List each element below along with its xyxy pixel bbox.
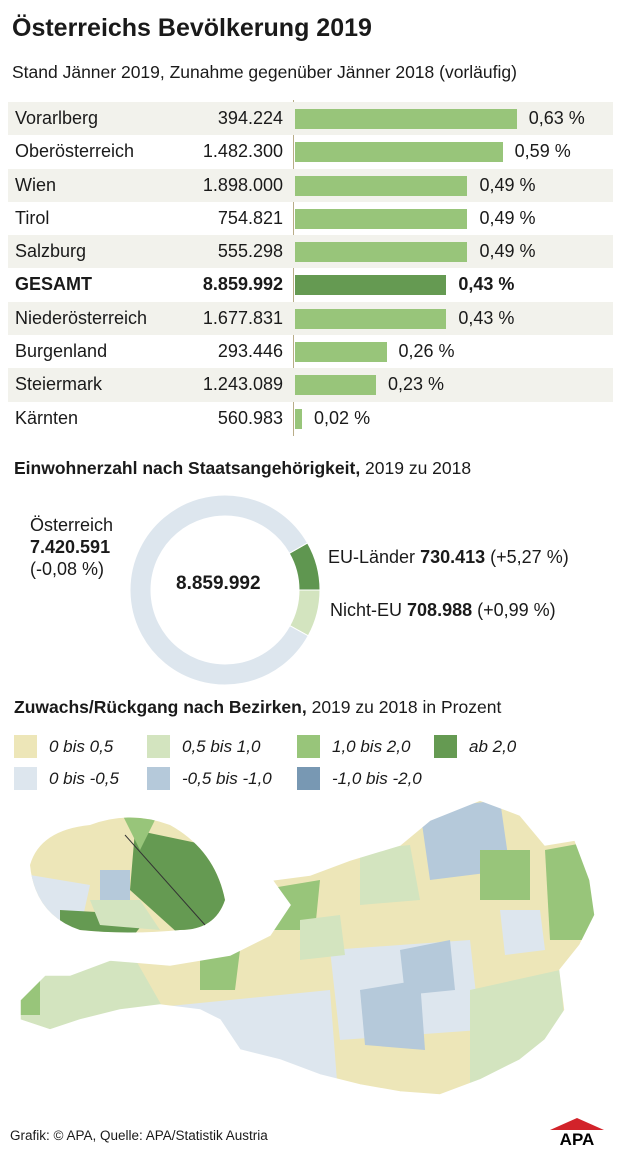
table-row: Salzburg 555.298 0,49 % [8,235,613,269]
table-row: GESAMT 8.859.992 0,43 % [8,268,613,301]
table-row: Tirol 754.821 0,49 % [8,202,613,235]
change-bar [295,109,517,129]
population-value: 293.446 [217,341,283,362]
legend-item: 0 bis 0,5 [14,735,113,758]
source-credit: Grafik: © APA, Quelle: APA/Statistik Aus… [10,1128,268,1143]
change-label: 0,43 % [458,274,515,295]
change-bar [295,175,468,196]
legend-label: ab 2,0 [469,736,517,756]
population-value: 1.898.000 [202,174,283,195]
legend-item: -1,0 bis -2,0 [297,767,422,790]
donut-center-total: 8.859.992 [176,573,261,594]
population-value: 555.298 [217,241,283,262]
change-label: 0,26 % [398,341,455,362]
legend-swatch [297,735,320,758]
district-map [19,799,596,1096]
legend-label: -0,5 bis -1,0 [182,768,272,788]
table-row: Steiermark 1.243.089 0,23 % [8,368,613,402]
legend-label: -1,0 bis -2,0 [332,768,422,788]
change-bar [295,275,447,296]
label-oesterreich: Österreich 7.420.591 (-0,08 %) [30,515,114,579]
donut-chart [129,494,321,686]
change-bar [295,208,468,229]
state-name: Kärnten [15,407,79,428]
legend-item: -0,5 bis -1,0 [147,767,272,790]
change-label: 0,59 % [514,141,571,162]
state-name: Vorarlberg [15,108,99,128]
page-title: Österreichs Bevölkerung 2019 [12,14,372,42]
legend-label: 0,5 bis 1,0 [182,736,261,756]
donut-slice--sterreich [129,494,309,686]
apa-logo: APA [550,1118,604,1146]
vienna-inset [30,817,225,933]
legend-swatch [147,735,170,758]
population-value: 1.243.089 [202,374,283,395]
change-label: 0,49 % [479,207,536,228]
legend-item: 0 bis -0,5 [14,767,119,790]
legend-swatch [147,767,170,790]
map-title: Zuwachs/Rückgang nach Bezirken, 2019 zu … [14,697,502,717]
state-name: GESAMT [15,274,93,295]
legend-swatch [14,767,37,790]
table-row: Kärnten 560.983 0,02 % [8,402,613,435]
table-row: Vorarlberg 394.224 0,63 % [8,102,613,136]
state-name: Tirol [15,207,50,228]
legend-swatch [297,767,320,790]
table-row: Niederösterreich 1.677.831 0,43 % [8,301,613,336]
population-value: 1.677.831 [202,307,283,328]
change-bar [295,308,447,329]
legend-item: ab 2,0 [434,735,516,758]
state-name: Niederösterreich [15,307,148,328]
change-bar [295,242,468,263]
change-label: 0,49 % [479,241,536,262]
state-name: Steiermark [15,374,103,395]
state-name: Burgenland [15,341,108,362]
table-row: Burgenland 293.446 0,26 % [8,335,613,368]
state-name: Oberösterreich [15,141,135,162]
legend-item: 0,5 bis 1,0 [147,735,260,758]
legend-label: 0 bis -0,5 [49,768,119,788]
donut-title: Einwohnerzahl nach Staatsangehörigkeit, … [14,458,472,478]
svg-text:APA: APA [560,1130,595,1146]
population-value: 8.859.992 [202,274,283,295]
legend-label: 1,0 bis 2,0 [332,736,411,756]
population-value: 560.983 [217,407,283,428]
population-value: 1.482.300 [202,141,283,162]
label-nicht-eu: Nicht-EU 708.988 (+0,99 %) [330,600,556,620]
population-value: 754.821 [217,207,283,228]
state-name: Salzburg [15,241,87,262]
change-bar [295,375,376,396]
change-bar [295,408,303,429]
state-name: Wien [15,174,57,195]
table-row: Wien 1.898.000 0,49 % [8,168,613,202]
change-label: 0,23 % [387,374,444,395]
change-label: 0,43 % [458,307,515,328]
population-value: 394.224 [217,108,283,128]
legend-label: 0 bis 0,5 [49,736,114,756]
change-bar [295,342,387,363]
change-bar [295,142,503,163]
legend-swatch [434,735,457,758]
change-label: 0,63 % [528,108,585,128]
legend-item: 1,0 bis 2,0 [297,735,410,758]
table-row: Oberösterreich 1.482.300 0,59 % [8,135,613,168]
change-label: 0,49 % [479,174,536,195]
legend-swatch [14,735,37,758]
label-eu: EU-Länder 730.413 (+5,27 %) [328,547,569,567]
subtitle: Stand Jänner 2019, Zunahme gegenüber Jän… [12,62,517,82]
state-bar-table: Vorarlberg 394.224 0,63 % Oberösterreich … [8,102,613,435]
change-label: 0,02 % [314,407,371,428]
